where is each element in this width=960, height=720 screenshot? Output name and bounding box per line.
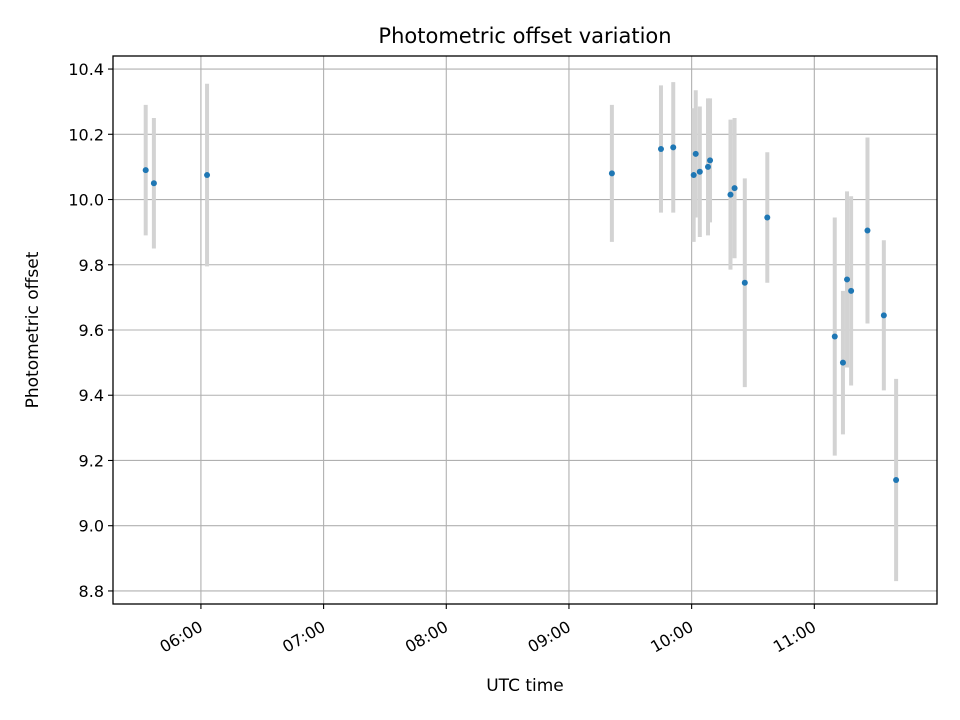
data-point xyxy=(839,359,846,366)
data-point xyxy=(696,168,703,175)
data-point xyxy=(690,172,697,179)
data-point xyxy=(204,172,211,179)
data-point xyxy=(727,191,734,198)
data-point xyxy=(741,279,748,286)
data-point xyxy=(831,333,838,340)
y-tick-label: 9.2 xyxy=(79,451,104,470)
data-point xyxy=(844,276,851,283)
x-axis-label: UTC time xyxy=(486,676,564,696)
data-point xyxy=(731,185,738,192)
data-point xyxy=(880,312,887,319)
data-point xyxy=(692,150,699,157)
y-tick-label: 9.0 xyxy=(79,517,104,536)
data-point xyxy=(142,167,149,174)
data-point xyxy=(704,163,711,170)
data-point xyxy=(893,477,900,484)
grid xyxy=(113,56,937,604)
y-tick-label: 10.0 xyxy=(68,191,104,210)
y-axis: 8.8 9.0 9.2 9.4 9.6 9.8 10.0 10.2 10.4 xyxy=(68,60,113,601)
data-point xyxy=(848,287,855,294)
data-point xyxy=(764,214,771,221)
y-tick-label: 9.6 xyxy=(79,321,104,340)
y-tick-label: 10.4 xyxy=(68,60,104,79)
data-point xyxy=(864,227,871,234)
y-tick-label: 9.4 xyxy=(79,386,104,405)
data-point xyxy=(608,170,615,177)
y-tick-label: 9.8 xyxy=(79,256,104,275)
y-axis-label: Photometric offset xyxy=(23,251,43,408)
data-points xyxy=(142,144,900,484)
data-point xyxy=(670,144,677,151)
y-tick-label: 10.2 xyxy=(68,125,104,144)
y-tick-label: 8.8 xyxy=(79,582,104,601)
chart-title: Photometric offset variation xyxy=(378,24,671,48)
data-point xyxy=(657,145,664,152)
data-point xyxy=(707,157,714,164)
data-point xyxy=(150,180,157,187)
